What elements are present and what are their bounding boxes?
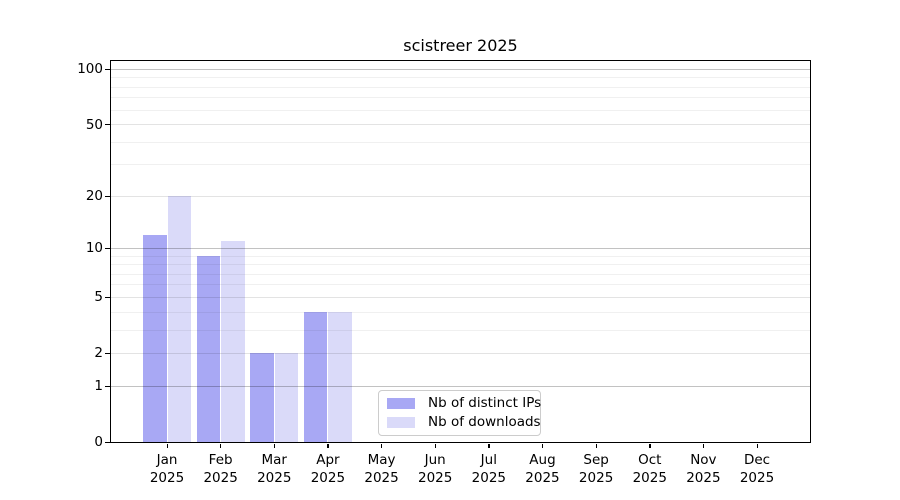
- x-tick-aug: [541, 443, 544, 448]
- gridline-minor-3: [111, 329, 810, 331]
- gridline-minor-8: [111, 264, 810, 266]
- bar-nb-of-distinct-ips-jan: [143, 234, 167, 442]
- plot-area: [111, 61, 810, 442]
- x-tick-label-mar: Mar 2025: [257, 452, 292, 486]
- y-tick-1: [105, 385, 110, 387]
- x-tick-label-jun: Jun 2025: [418, 452, 453, 486]
- x-tick-label-jan: Jan 2025: [149, 452, 185, 486]
- gridline-minor-7: [111, 273, 810, 275]
- legend: Nb of distinct IPs Nb of downloads: [378, 390, 541, 436]
- legend-swatch-downloads: [387, 416, 415, 428]
- gridline-minor-6: [111, 284, 810, 286]
- gridline-minor-60: [111, 109, 810, 111]
- x-tick-sep: [595, 443, 597, 448]
- y-tick-label-100: 100: [77, 61, 103, 78]
- gridline-minor-80: [111, 86, 810, 88]
- legend-item-distinct-ips: Nb of distinct IPs: [387, 396, 541, 411]
- y-tick-label-10: 10: [85, 240, 103, 257]
- gridline-decade-10: [111, 247, 810, 249]
- gridline-minor-90: [111, 77, 810, 79]
- x-tick-label-oct: Oct 2025: [632, 452, 667, 486]
- gridline-major-5: [111, 296, 810, 298]
- gridline-minor-70: [111, 97, 810, 99]
- x-tick-label-apr: Apr 2025: [310, 452, 346, 486]
- x-tick-dec: [756, 443, 758, 448]
- x-tick-jul: [488, 443, 490, 448]
- bar-nb-of-downloads-jan: [167, 196, 191, 442]
- y-tick-label-2: 2: [94, 345, 103, 362]
- gridline-minor-40: [111, 141, 810, 143]
- gridline-decade-100: [111, 68, 810, 70]
- x-tick-jun: [434, 443, 436, 448]
- x-tick-label-aug: Aug 2025: [525, 452, 560, 486]
- x-tick-label-feb: Feb 2025: [203, 452, 238, 486]
- gridline-major-2: [111, 352, 810, 354]
- x-tick-nov: [702, 443, 705, 448]
- gridline-major-50: [111, 124, 810, 126]
- bar-nb-of-downloads-feb: [221, 241, 245, 442]
- y-tick-20: [105, 195, 110, 197]
- y-tick-100: [105, 68, 110, 71]
- y-tick-50: [105, 124, 110, 126]
- y-tick-0: [105, 441, 110, 443]
- bar-nb-of-distinct-ips-apr: [303, 312, 328, 442]
- legend-item-downloads: Nb of downloads: [387, 414, 541, 430]
- legend-label-downloads: Nb of downloads: [428, 413, 541, 430]
- y-tick-label-50: 50: [85, 116, 103, 133]
- x-tick-feb: [220, 443, 222, 448]
- y-tick-label-5: 5: [94, 289, 103, 306]
- y-tick-label-1: 1: [94, 378, 103, 395]
- bar-nb-of-distinct-ips-feb: [196, 256, 221, 442]
- gridline-minor-9: [111, 255, 810, 257]
- y-tick-label-0: 0: [94, 434, 103, 450]
- x-tick-jan: [166, 443, 168, 448]
- x-tick-label-sep: Sep 2025: [578, 452, 614, 486]
- x-tick-mar: [273, 443, 276, 448]
- x-tick-apr: [327, 443, 329, 448]
- gridline-decade-1: [111, 385, 810, 387]
- y-tick-5: [105, 296, 110, 299]
- legend-label-distinct-ips: Nb of distinct IPs: [428, 395, 542, 412]
- legend-swatch-distinct-ips: [387, 398, 415, 410]
- bar-nb-of-distinct-ips-mar: [250, 353, 274, 442]
- y-tick-2: [105, 352, 110, 355]
- bar-nb-of-downloads-mar: [274, 353, 299, 442]
- y-tick-10: [105, 247, 110, 250]
- gridline-minor-4: [111, 311, 810, 313]
- x-tick-label-may: May 2025: [364, 452, 399, 486]
- y-tick-label-20: 20: [85, 188, 103, 205]
- bar-nb-of-downloads-apr: [328, 312, 352, 442]
- gridline-major-20: [111, 195, 810, 197]
- x-tick-label-jul: Jul 2025: [471, 452, 506, 486]
- x-tick-oct: [649, 443, 651, 448]
- x-tick-label-nov: Nov 2025: [686, 452, 721, 486]
- chart-title: scistreer 2025: [403, 36, 518, 55]
- gridline-minor-30: [111, 164, 810, 166]
- x-tick-may: [381, 443, 383, 448]
- x-tick-label-dec: Dec 2025: [739, 452, 775, 486]
